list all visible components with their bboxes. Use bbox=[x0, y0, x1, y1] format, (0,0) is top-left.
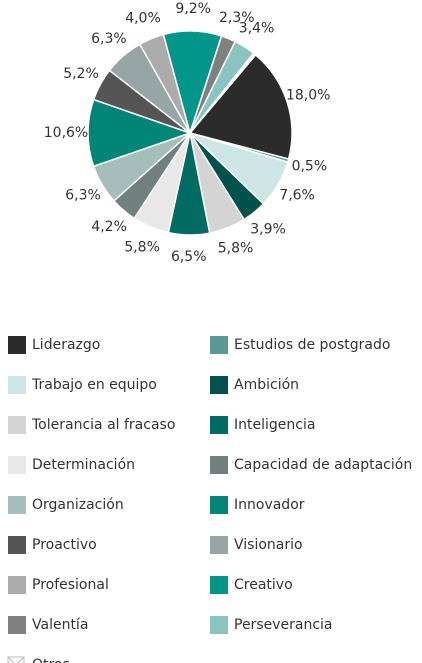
legend-label: Trabajo en equipo bbox=[31, 377, 157, 393]
legend-label: Tolerancia al fracaso bbox=[31, 417, 175, 433]
legend-swatch bbox=[210, 496, 228, 514]
legend-swatch bbox=[210, 336, 228, 354]
legend-label: Organización bbox=[32, 497, 124, 513]
legend-swatch bbox=[8, 336, 26, 354]
legend-swatch bbox=[210, 616, 228, 634]
data-label: 7,6% bbox=[279, 188, 315, 204]
legend-swatch bbox=[210, 456, 228, 474]
legend-swatch bbox=[8, 376, 26, 394]
legend-label: Creativo bbox=[234, 577, 293, 593]
legend-swatch bbox=[8, 616, 26, 634]
pie-slice bbox=[87, 98, 193, 168]
data-label: 2,3% bbox=[219, 10, 255, 26]
pie-slice bbox=[189, 52, 257, 134]
data-label: 3,9% bbox=[250, 221, 286, 237]
data-label: 6,3% bbox=[65, 188, 101, 204]
data-label: 0,5% bbox=[292, 159, 328, 175]
legend-label: Proactivo bbox=[32, 537, 97, 553]
data-label: 6,5% bbox=[171, 249, 207, 265]
data-label: 10,6% bbox=[44, 125, 88, 141]
legend-label: Profesional bbox=[32, 577, 109, 593]
data-label: 5,8% bbox=[218, 240, 254, 256]
legend-swatch bbox=[8, 536, 26, 554]
legend-swatch bbox=[8, 416, 26, 434]
legend-label: Determinación bbox=[32, 457, 135, 473]
data-label: 9,2% bbox=[175, 1, 211, 17]
legend-label: Inteligencia bbox=[234, 417, 315, 433]
pie-slice bbox=[188, 53, 293, 160]
data-label: 18,0% bbox=[286, 88, 330, 104]
legend-swatch bbox=[210, 536, 228, 554]
data-label: 4,2% bbox=[91, 219, 127, 235]
data-label: 5,8% bbox=[124, 239, 160, 255]
legend-label: Otros bbox=[32, 657, 70, 663]
legend-label: Capacidad de adaptación bbox=[234, 457, 412, 473]
legend-label: Valentía bbox=[32, 617, 88, 633]
legend-label: Perseverancia bbox=[234, 617, 333, 633]
legend-swatch bbox=[8, 576, 26, 594]
legend-label: Ambición bbox=[234, 377, 299, 393]
legend-cross bbox=[7, 656, 25, 663]
data-label: 6,3% bbox=[91, 31, 127, 47]
data-label: 5,2% bbox=[63, 66, 99, 82]
legend-swatch bbox=[210, 576, 228, 594]
legend-label: Estudios de postgrado bbox=[234, 337, 390, 353]
legend-label: Liderazgo bbox=[32, 337, 100, 353]
legend-label: Innovador bbox=[234, 497, 305, 513]
legend-swatch bbox=[210, 376, 228, 394]
legend-swatch bbox=[7, 656, 25, 663]
legend-swatch bbox=[8, 456, 26, 474]
legend-swatch bbox=[210, 416, 228, 434]
data-label: 3,4% bbox=[239, 20, 275, 36]
legend-label: Visionario bbox=[234, 537, 303, 553]
legend-swatch bbox=[8, 496, 26, 514]
data-label: 4,0% bbox=[125, 10, 161, 26]
